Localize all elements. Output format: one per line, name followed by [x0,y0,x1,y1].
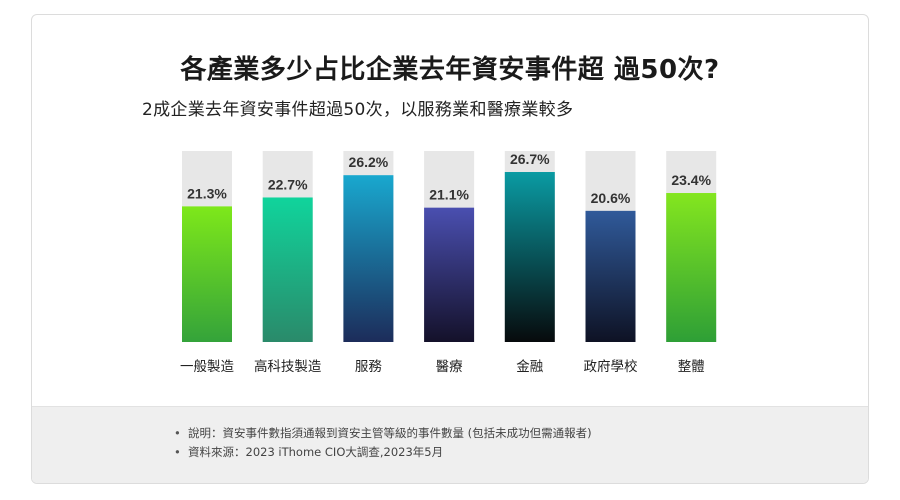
category-label: 服務 [355,359,382,375]
bar-3 [424,207,475,342]
bar-0 [182,206,232,342]
category-label: 一般製造 [180,359,234,375]
footnote-panel: 說明：資安事件數指須通報到資安主管等級的事件數量 (包括未成功但需通報者) 資料… [32,406,868,483]
value-label: 26.2% [349,154,389,170]
category-label: 政府學校 [584,358,638,375]
footnote-list: 說明：資安事件數指須通報到資安主管等級的事件數量 (包括未成功但需通報者) 資料… [174,424,592,462]
category-label: 醫療 [436,358,463,375]
value-label: 20.6% [591,190,631,206]
bar-chart: 21.3% 一般製造 22.7% 高科技製造 26.2% 服務 21.1% 醫療 26.7% 金融… [180,151,717,375]
note-source: 資料來源：2023 iThome CIO大調查,2023年5月 [174,443,592,462]
bar-6 [666,193,717,342]
bar-4 [504,172,555,342]
category-label: 整體 [678,359,705,375]
value-label: 26.7% [510,151,550,167]
category-label: 高科技製造 [254,358,322,375]
bar-5 [585,210,636,342]
category-label: 金融 [516,359,543,375]
bar-2 [343,175,394,342]
chart-card: 各產業多少占比企業去年資安事件超 過50次? 2成企業去年資安事件超過50次，以… [31,14,869,484]
value-label: 21.1% [429,187,469,203]
chart-subtitle: 2成企業去年資安事件超過50次，以服務業和醫療業較多 [142,100,574,120]
value-label: 21.3% [187,185,227,201]
bar-1 [262,197,313,342]
value-label: 23.4% [671,172,711,188]
chart-title: 各產業多少占比企業去年資安事件超 過50次? [180,55,720,85]
note-description: 說明：資安事件數指須通報到資安主管等級的事件數量 (包括未成功但需通報者) [174,424,592,443]
value-label: 22.7% [268,176,308,192]
